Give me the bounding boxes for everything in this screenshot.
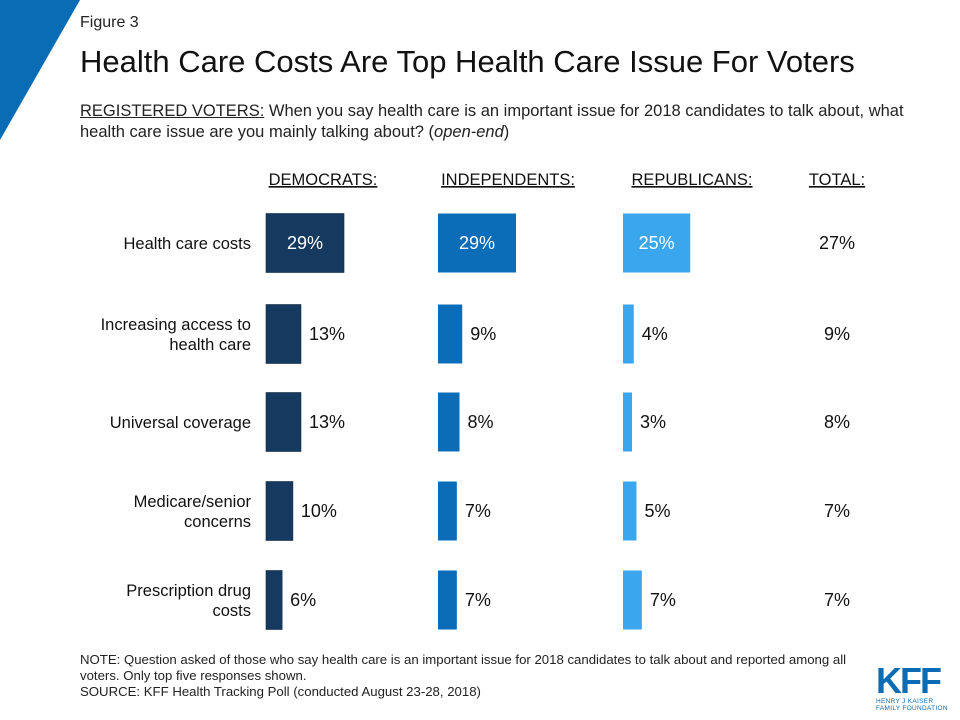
subtitle-text: When you say health care is an important…: [80, 102, 904, 141]
bar-s2-r3: [623, 481, 637, 541]
bar-value-label-s0-r1: 13%: [309, 324, 345, 344]
total-value-r3: 7%: [824, 501, 850, 521]
category-label-1: Increasing access to health care: [101, 316, 251, 354]
bar-chart: DEMOCRATS: INDEPENDENTS: REPUBLICANS: TOTAL…: [101, 171, 865, 630]
bar-s0-r3: [265, 481, 294, 541]
category-label-4: Prescription drug costs: [126, 582, 251, 620]
logo-line-1: HENRY J KAISER: [876, 698, 934, 705]
bar-value-label-s1-r3: 7%: [465, 501, 491, 521]
category-label-3: Medicare/senior concerns: [134, 493, 252, 531]
logo-line-2: FAMILY FOUNDATION: [876, 705, 948, 712]
chart-title: Health Care Costs Are Top Health Care Is…: [80, 44, 855, 79]
total-value-r0: 27%: [819, 233, 855, 253]
bar-value-label-s2-r1: 4%: [642, 324, 668, 344]
bar-value-label-s0-r3: 10%: [301, 501, 337, 521]
bar-s1-r3: [438, 481, 457, 541]
series-header-0: DEMOCRATS:: [269, 171, 378, 189]
figure-label: Figure 3: [80, 14, 139, 31]
chart-notes: NOTE: Question asked of those who say he…: [80, 652, 870, 700]
corner-accent: [0, 0, 80, 140]
subtitle-close: ): [503, 123, 510, 141]
subtitle-italic: open-end: [434, 123, 504, 141]
bar-value-label-s1-r4: 7%: [465, 590, 491, 610]
bar-value-label-s1-r2: 8%: [468, 412, 494, 432]
kff-logo: KFF HENRY J KAISER FAMILY FOUNDATION: [876, 660, 948, 713]
total-value-r1: 9%: [824, 324, 850, 344]
bar-s1-r4: [438, 570, 457, 630]
bar-value-label-s1-r1: 9%: [470, 324, 496, 344]
bar-s1-r2: [438, 392, 460, 452]
bar-s2-r2: [623, 392, 632, 452]
bar-s1-r0: [438, 213, 517, 273]
total-value-r2: 8%: [824, 412, 850, 432]
bar-value-label-s0-r2: 13%: [309, 412, 345, 432]
series-header-3: TOTAL:: [809, 171, 865, 189]
note-text: NOTE: Question asked of those who say he…: [80, 652, 847, 683]
category-label-0: Health care costs: [124, 235, 251, 253]
bar-value-label-s0-r4: 6%: [290, 590, 316, 610]
subtitle-lead: REGISTERED VOTERS:: [80, 102, 265, 120]
bar-value-label-s2-r0: 25%: [639, 233, 675, 253]
chart-subtitle: REGISTERED VOTERS: When you say health c…: [80, 101, 940, 143]
bar-s1-r1: [438, 304, 463, 364]
logo-mark: KFF: [876, 660, 942, 701]
bar-s2-r1: [623, 304, 634, 364]
bar-value-label-s2-r3: 5%: [644, 501, 670, 521]
bar-value-label-s1-r0: 29%: [459, 233, 495, 253]
total-value-r4: 7%: [824, 590, 850, 610]
series-header-1: INDEPENDENTS:: [441, 171, 575, 189]
bar-s0-r1: [265, 304, 302, 364]
source-text: SOURCE: KFF Health Tracking Poll (conduc…: [80, 684, 481, 699]
bar-s0-r4: [265, 570, 283, 630]
bar-value-label-s2-r2: 3%: [640, 412, 666, 432]
bar-s0-r2: [265, 392, 302, 452]
bar-s2-r0: [623, 213, 691, 273]
bar-value-label-s0-r0: 29%: [287, 233, 323, 253]
bar-s2-r4: [623, 570, 642, 630]
bar-value-label-s2-r4: 7%: [650, 590, 676, 610]
bar-s0-r0: [265, 213, 345, 273]
category-label-2: Universal coverage: [110, 414, 251, 432]
series-header-2: REPUBLICANS:: [631, 171, 752, 189]
